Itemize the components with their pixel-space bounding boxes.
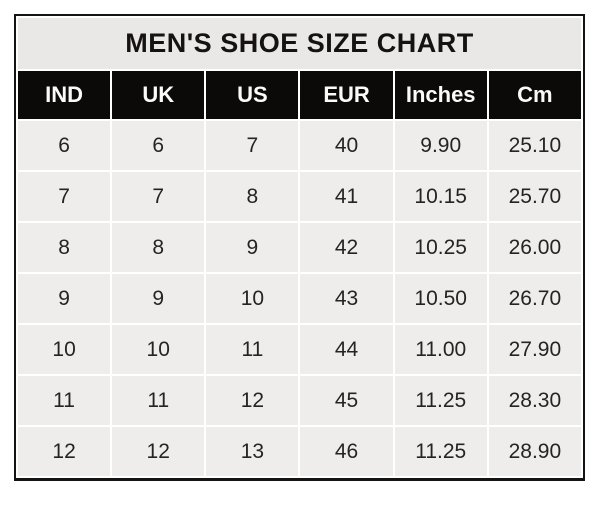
column-header: Inches xyxy=(394,71,487,119)
table-cell: 28.90 xyxy=(488,427,581,476)
table-cell: 9 xyxy=(18,274,111,323)
column-header: UK xyxy=(112,71,205,119)
table-cell: 28.30 xyxy=(488,376,581,425)
table-cell: 27.90 xyxy=(488,325,581,374)
table-row: 9 9 10 43 10.50 26.70 xyxy=(18,274,581,323)
table-cell: 26.00 xyxy=(488,223,581,272)
table-cell: 11.25 xyxy=(394,376,487,425)
table-cell: 12 xyxy=(112,427,205,476)
column-header: US xyxy=(206,71,299,119)
table-cell: 42 xyxy=(300,223,393,272)
table-cell: 46 xyxy=(300,427,393,476)
table-cell: 7 xyxy=(18,172,111,221)
table-row: 7 7 8 41 10.15 25.70 xyxy=(18,172,581,221)
table-cell: 45 xyxy=(300,376,393,425)
table-cell: 12 xyxy=(18,427,111,476)
table-cell: 11 xyxy=(206,325,299,374)
column-header: IND xyxy=(18,71,111,119)
table-cell: 11 xyxy=(112,376,205,425)
table-cell: 12 xyxy=(206,376,299,425)
table-row: 10 10 11 44 11.00 27.90 xyxy=(18,325,581,374)
table-cell: 10.25 xyxy=(394,223,487,272)
table-row: 11 11 12 45 11.25 28.30 xyxy=(18,376,581,425)
table-cell: 43 xyxy=(300,274,393,323)
table-cell: 9 xyxy=(112,274,205,323)
column-header: Cm xyxy=(488,71,581,119)
table-cell: 10.15 xyxy=(394,172,487,221)
table-cell: 11.00 xyxy=(394,325,487,374)
title-row: MEN'S SHOE SIZE CHART xyxy=(18,18,581,69)
page-title: MEN'S SHOE SIZE CHART xyxy=(18,18,581,69)
table-cell: 7 xyxy=(112,172,205,221)
table-cell: 9 xyxy=(206,223,299,272)
table-cell: 8 xyxy=(206,172,299,221)
table-cell: 10 xyxy=(112,325,205,374)
table-cell: 6 xyxy=(112,121,205,170)
table-cell: 8 xyxy=(112,223,205,272)
table-cell: 8 xyxy=(18,223,111,272)
table-cell: 40 xyxy=(300,121,393,170)
table-cell: 13 xyxy=(206,427,299,476)
table-cell: 11 xyxy=(18,376,111,425)
table-cell: 10 xyxy=(206,274,299,323)
table-cell: 11.25 xyxy=(394,427,487,476)
table-cell: 6 xyxy=(18,121,111,170)
table-cell: 10 xyxy=(18,325,111,374)
column-header: EUR xyxy=(300,71,393,119)
table-cell: 25.10 xyxy=(488,121,581,170)
table-cell: 25.70 xyxy=(488,172,581,221)
header-row: IND UK US EUR Inches Cm xyxy=(18,71,581,119)
table-body: 6 6 7 40 9.90 25.10 7 7 8 41 10.15 25.70 8 8 9 42 10.25 2… xyxy=(18,121,581,476)
table-row: 12 12 13 46 11.25 28.90 xyxy=(18,427,581,476)
table-head: MEN'S SHOE SIZE CHART IND UK US EUR Inches Cm xyxy=(18,18,581,119)
table-cell: 41 xyxy=(300,172,393,221)
shoe-size-table: MEN'S SHOE SIZE CHART IND UK US EUR Inches Cm… xyxy=(14,14,585,481)
table-row: 8 8 9 42 10.25 26.00 xyxy=(18,223,581,272)
table-cell: 26.70 xyxy=(488,274,581,323)
table-cell: 44 xyxy=(300,325,393,374)
table-cell: 7 xyxy=(206,121,299,170)
table-cell: 9.90 xyxy=(394,121,487,170)
table-row: 6 6 7 40 9.90 25.10 xyxy=(18,121,581,170)
table-cell: 10.50 xyxy=(394,274,487,323)
